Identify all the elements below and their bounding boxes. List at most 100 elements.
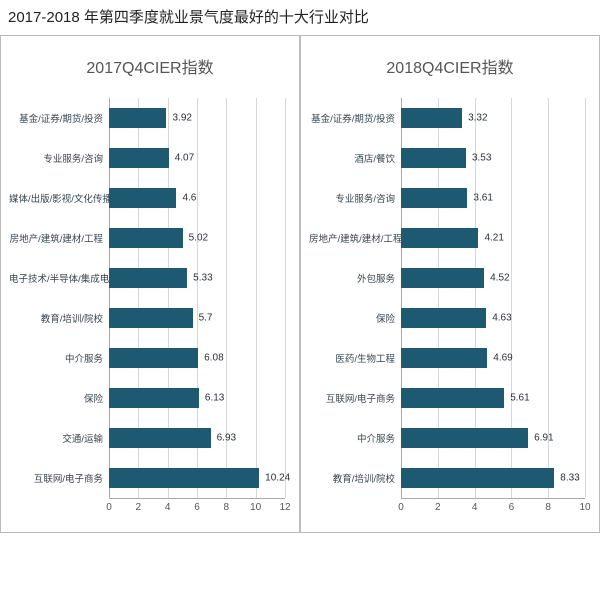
bar-row: 互联网/电子商务 5.61 [309,378,591,418]
bars: 基金/证券/期货/投资3.92 专业服务/咨询 4.07 媒体/出版/影视/文化传播 4… [9,98,291,498]
y-axis-label: 房地产/建筑/建材/工程 [309,231,401,245]
x-tick-label: 12 [279,502,290,513]
bar [401,148,466,168]
bar-row: 互联网/电子商务10.24 [9,458,291,498]
bar [109,108,166,128]
bar-row: 房地产/建筑/建材/工程 5.02 [9,218,291,258]
x-tick-label: 8 [224,502,230,513]
y-axis-label: 教育/培训/院校 [309,471,401,485]
bar-cell: 6.08 [109,338,285,378]
bar-cell: 5.61 [401,378,585,418]
bar-value-label: 5.33 [187,273,212,284]
bar-value-label: 5.61 [504,393,529,404]
y-axis-label: 互联网/电子商务 [309,391,401,405]
bar-row: 基金/证券/期货/投资3.32 [309,98,591,138]
bar-value-label: 3.32 [462,113,487,124]
x-tick-label: 2 [435,502,441,513]
bars: 基金/证券/期货/投资3.32酒店/餐饮3.53 专业服务/咨询 3.61 房地产/建… [309,98,591,498]
bar-cell: 4.69 [401,338,585,378]
bar [401,468,554,488]
bar-cell: 4.52 [401,258,585,298]
bar-value-label: 3.92 [166,113,191,124]
y-axis-label: 房地产/建筑/建材/工程 [9,231,109,245]
bar-cell: 4.63 [401,298,585,338]
bar [401,268,484,288]
bar-row: 房地产/建筑/建材/工程 4.21 [309,218,591,258]
bar-row: 保险 6.13 [9,378,291,418]
x-tick-label: 0 [106,502,112,513]
bar-cell: 5.33 [109,258,285,298]
bar [401,308,486,328]
plot-area: 基金/证券/期货/投资3.32酒店/餐饮3.53 专业服务/咨询 3.61 房地产/建… [309,98,591,498]
y-axis-label: 专业服务/咨询 [309,191,401,205]
x-tick-label: 2 [136,502,142,513]
x-axis-ticks: 0246810 [401,498,585,516]
bar-value-label: 10.24 [259,473,290,484]
bar-value-label: 8.33 [554,473,579,484]
bar-row: 电子技术/半导体/集成电路 5.33 [9,258,291,298]
bar-row: 酒店/餐饮3.53 [309,138,591,178]
chart-title: 2017Q4CIER指数 [9,54,291,78]
bar [401,428,528,448]
x-tick-label: 6 [509,502,515,513]
bar [109,468,259,488]
y-axis-label: 医药/生物工程 [309,351,401,365]
bar-row: 基金/证券/期货/投资3.92 [9,98,291,138]
bar-value-label: 6.13 [199,393,224,404]
chart-title: 2018Q4CIER指数 [309,54,591,78]
bar-cell: 3.53 [401,138,585,178]
chart-1: 2018Q4CIER指数基金/证券/期货/投资3.32酒店/餐饮3.53 专业服务… [300,35,600,533]
bar-cell: 10.24 [109,458,285,498]
bar [109,268,187,288]
bar-row: 中介服务 6.08 [9,338,291,378]
bar-value-label: 4.07 [169,153,194,164]
y-axis-label: 保险 [9,391,109,405]
bar-value-label: 4.52 [484,273,509,284]
bar-value-label: 4.63 [486,313,511,324]
bar-value-label: 3.53 [466,153,491,164]
bar-value-label: 6.93 [211,433,236,444]
bar-value-label: 6.08 [198,353,223,364]
y-axis-label: 电子技术/半导体/集成电路 [9,271,109,285]
bar-cell: 5.02 [109,218,285,258]
bar [401,388,504,408]
y-axis-label: 中介服务 [9,351,109,365]
y-axis-label: 教育/培训/院校 [9,311,109,325]
bar [401,348,487,368]
bar-cell: 6.91 [401,418,585,458]
bar-cell: 8.33 [401,458,585,498]
plot-area: 基金/证券/期货/投资3.92 专业服务/咨询 4.07 媒体/出版/影视/文化传播 4… [9,98,291,498]
bar-cell: 4.21 [401,218,585,258]
bar-cell: 5.7 [109,298,285,338]
x-tick-label: 6 [194,502,200,513]
bar-cell: 3.61 [401,178,585,218]
x-tick-label: 4 [165,502,171,513]
chart-0: 2017Q4CIER指数基金/证券/期货/投资3.92 专业服务/咨询 4.07 媒体… [0,35,300,533]
page-title: 2017-2018 年第四季度就业景气度最好的十大行业对比 [0,0,600,35]
bar-value-label: 5.7 [193,313,213,324]
y-axis-label: 媒体/出版/影视/文化传播 [9,191,109,205]
bar [109,308,193,328]
bar-value-label: 4.6 [176,193,196,204]
bar [109,428,211,448]
bar-value-label: 3.61 [467,193,492,204]
y-axis-label: 保险 [309,311,401,325]
y-axis-label: 互联网/电子商务 [9,471,109,485]
x-tick-label: 0 [398,502,404,513]
y-axis-label: 中介服务 [309,431,401,445]
bar-cell: 3.32 [401,98,585,138]
bar-value-label: 4.69 [487,353,512,364]
bar-cell: 6.13 [109,378,285,418]
bar [109,148,169,168]
x-axis-ticks: 024681012 [109,498,285,516]
bar-row: 教育/培训/院校 5.7 [9,298,291,338]
bar-value-label: 5.02 [183,233,208,244]
x-tick-label: 10 [579,502,590,513]
bar-row: 交通/运输6.93 [9,418,291,458]
bar-row: 媒体/出版/影视/文化传播 4.6 [9,178,291,218]
bar-cell: 4.07 [109,138,285,178]
bar-value-label: 4.21 [478,233,503,244]
y-axis-label: 外包服务 [309,271,401,285]
y-axis-label: 专业服务/咨询 [9,151,109,165]
bar [401,108,462,128]
